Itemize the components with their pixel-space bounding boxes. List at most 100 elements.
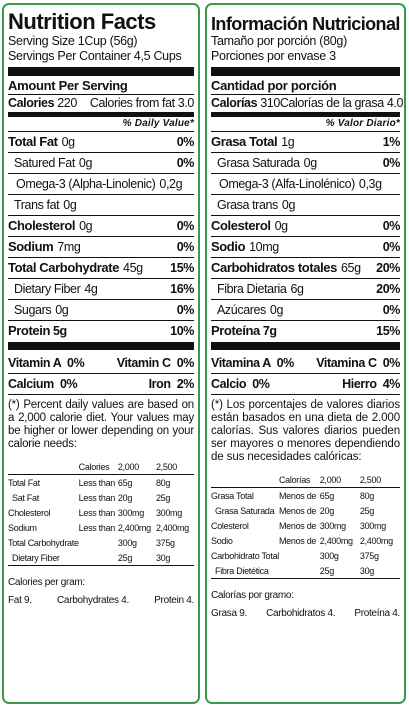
nutrient-daily-value: 15%	[376, 324, 400, 338]
table-cell: 30g	[155, 550, 194, 566]
nutrient-amount: 1g	[281, 135, 295, 149]
nutrient-row-total-carbohydrate: Carbohidratos totales 65g 20%	[211, 257, 400, 278]
table-row: Cholesterol Less than 300mg 300mg	[8, 505, 194, 520]
nutrient-amount: 4g	[84, 282, 98, 296]
cpg-fat: Grasa 9.	[211, 608, 247, 619]
table-cell: 25g	[359, 505, 375, 516]
nutrient-amount: 0g	[78, 156, 93, 170]
nutrient-amount: 0,3g	[358, 177, 382, 191]
nutrient-row-sodium: Sodium 7mg 0%	[8, 236, 194, 257]
table-cell: Total Fat	[8, 477, 40, 488]
vitamin-left: Calcio 0%	[211, 377, 270, 391]
table-cell: 300mg	[319, 520, 346, 531]
table-row: Carbohidrato Total 300g 375g	[211, 548, 400, 563]
table-cell	[279, 548, 320, 563]
nutrient-name: Dietary Fiber 4g	[14, 279, 98, 299]
table-cell: Sat Fat	[12, 492, 39, 503]
nutrient-label: Proteína	[211, 323, 260, 338]
footnote: (*) Percent daily values are based on a …	[8, 399, 194, 450]
nutrient-row-trans-fat: Grasa trans 0g	[211, 194, 400, 215]
nutrient-row-protein: Proteína 7g 15%	[211, 320, 400, 350]
table-cell: 25g	[117, 550, 156, 566]
nutrient-name: Omega-3 (Alfa-Linolénico) 0,3g	[219, 174, 382, 194]
cpg-carbohydrates: Carbohidratos 4.	[266, 608, 336, 619]
vitamin-right: Hierro 4%	[342, 377, 400, 391]
nutrient-daily-value: 15%	[170, 261, 194, 275]
nutrient-name: Total Fat 0g	[8, 132, 75, 152]
nutrient-row-saturated-fat: Satured Fat 0g 0%	[8, 152, 194, 173]
nutrient-name: Fibra Dietaria 6g	[217, 279, 304, 299]
table-cell: Calories	[78, 459, 118, 475]
nutrient-daily-value: 1%	[382, 135, 401, 149]
table-cell: 300g	[117, 537, 137, 548]
thick-divider	[211, 67, 400, 76]
label-content: Información Nutricional Tamaño por porci…	[211, 5, 404, 702]
nutrient-row-protein: Protein 5g 10%	[8, 320, 194, 350]
calories-value: 310	[260, 96, 280, 110]
nutrient-row-saturated-fat: Grasa Saturada 0g 0%	[211, 152, 400, 173]
servings-per-container: Servings Per Container 4,5 Cups	[8, 49, 182, 63]
nutrient-list: Grasa Total 1g 1% Grasa Saturada 0g 0% Omega-3…	[211, 131, 400, 350]
table-cell: Colesterol	[211, 520, 249, 531]
thick-divider	[8, 67, 194, 76]
table-cell: 20g	[117, 492, 133, 503]
table-cell: 375g	[155, 537, 175, 548]
nutrient-name: Total Carbohydrate 45g	[8, 258, 143, 278]
calories-from-fat: Calories from fat 3.0	[89, 96, 195, 110]
calories: Calories 220	[8, 95, 77, 111]
table-cell: 80g	[359, 490, 375, 501]
nutrient-daily-value: 10%	[170, 324, 194, 338]
nutrient-amount: 0g	[303, 156, 318, 170]
nutrient-amount: 7mg	[57, 240, 81, 254]
table-cell	[278, 563, 320, 579]
nutrient-daily-value: 0%	[382, 240, 401, 254]
table-cell: 20g	[319, 505, 334, 516]
nutrient-label: Sodium	[8, 239, 54, 254]
nutrient-row-dietary-fiber: Dietary Fiber 4g 16%	[8, 278, 194, 299]
nutrient-daily-value: 16%	[170, 282, 194, 296]
serving-size: Tamaño por porción (80g)	[211, 34, 347, 48]
nutrient-name: Grasa trans 0g	[217, 195, 295, 215]
nutrient-name: Sugars 0g	[14, 300, 69, 320]
label-content: Nutrition Facts Serving Size 1Cup (56g) …	[8, 5, 194, 702]
table-cell: Sodium	[8, 522, 37, 533]
calories-row: Calories 220 Calories from fat 3.0	[8, 94, 194, 111]
nutrient-amount: 0g	[281, 198, 296, 212]
nutrient-row-omega-3: Omega-3 (Alpha-Linolenic) 0,2g	[8, 173, 194, 194]
calories-from-fat: Calorías de la grasa 4.0	[279, 96, 404, 110]
table-row: Fibra Dietética 25g 30g	[211, 563, 400, 579]
table-row: Sodio Menos de 2,400mg 2,400mg	[211, 533, 400, 548]
nutrient-daily-value: 0%	[176, 135, 195, 149]
nutrient-amount: 6g	[290, 282, 304, 296]
amount-per-serving: Amount Per Serving	[8, 78, 128, 93]
nutrient-amount: 0g	[269, 303, 284, 317]
nutrient-row-cholesterol: Cholesterol 0g 0%	[8, 215, 194, 236]
table-cell: 2,000	[117, 459, 156, 475]
nutrient-daily-value: 0%	[382, 303, 401, 317]
table-cell: 2,400mg	[359, 535, 393, 546]
nutrient-amount: 0g	[79, 219, 93, 233]
table-header-row: Calories 2,000 2,500	[8, 459, 194, 475]
nutrient-name: Sodium 7mg	[8, 237, 81, 257]
table-cell: Carbohidrato Total	[211, 550, 279, 561]
table-cell: 300mg	[117, 507, 144, 518]
nutrient-amount: 0g	[274, 219, 289, 233]
nutrient-daily-value: 0%	[382, 219, 401, 233]
nutrient-name: Trans fat 0g	[14, 195, 77, 215]
nutrient-amount: 0g	[63, 198, 77, 212]
cpg-protein: Proteína 4.	[354, 608, 400, 619]
table-cell: Less than	[78, 507, 116, 518]
nutrient-label: Cholesterol	[8, 218, 76, 233]
footnote: (*) Los porcentajes de valores diarios e…	[211, 399, 400, 463]
nutrient-label: Grasa Saturada	[217, 156, 300, 170]
nutrient-label: Fibra Dietaria	[217, 282, 287, 296]
calories-label: Calories	[8, 96, 55, 110]
vitamin-row: Calcium 0% Iron 2%	[8, 373, 194, 395]
vitamin-right: Vitamina C 0%	[316, 356, 400, 370]
nutrient-row-trans-fat: Trans fat 0g	[8, 194, 194, 215]
table-cell: Cholesterol	[8, 507, 51, 518]
vitamin-left: Vitamina A 0%	[211, 356, 294, 370]
daily-value-header: % Valor Diario*	[325, 118, 400, 129]
daily-value-header: % Daily Value*	[122, 118, 194, 129]
daily-values-table: Calorías 2,000 2,500 Grasa Total Menos de 65g…	[211, 472, 400, 579]
